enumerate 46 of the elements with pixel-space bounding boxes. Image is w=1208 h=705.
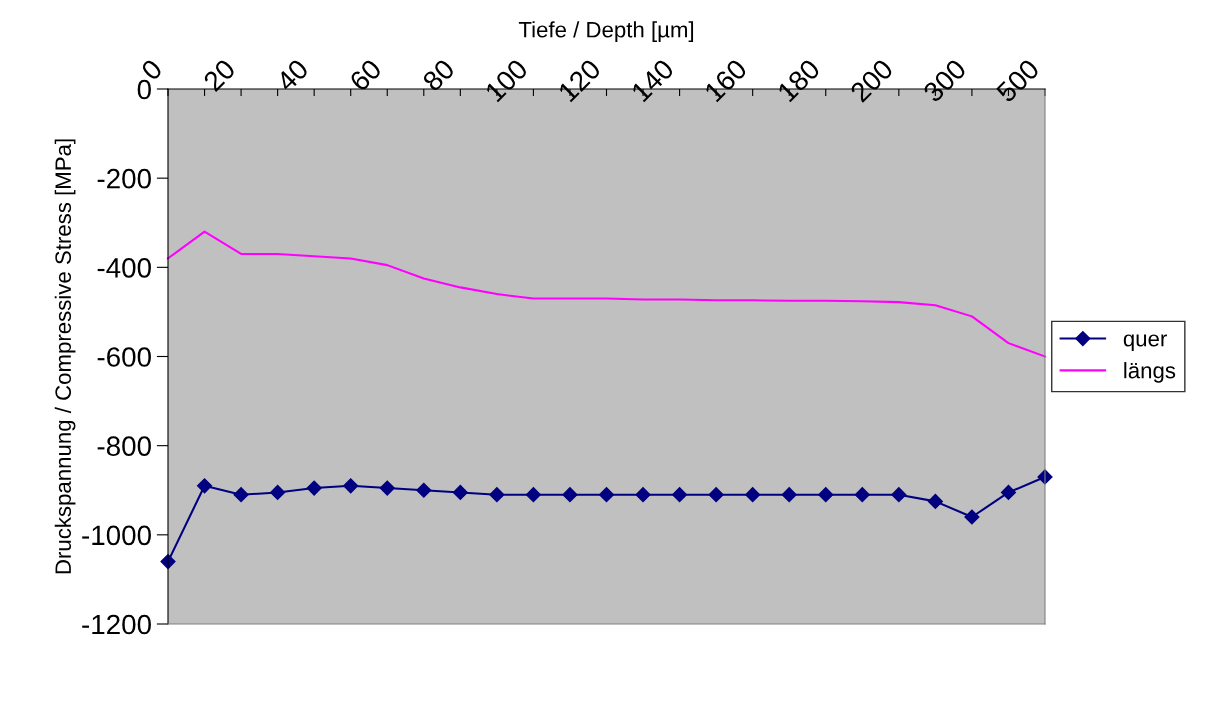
point xyxy=(854,487,870,503)
x-tick-label: 200 xyxy=(849,58,895,104)
point xyxy=(379,480,395,496)
x-tick-label: 80 xyxy=(421,58,456,93)
x-tick-label: 100 xyxy=(484,58,529,103)
x-tick-label: 180 xyxy=(776,58,822,103)
point xyxy=(233,487,249,503)
point xyxy=(745,487,761,503)
legend-label: quer xyxy=(1123,334,1167,351)
y-axis-title: Druckspannung / Compressive Stress [MPa] xyxy=(54,139,76,574)
point xyxy=(489,487,505,503)
x-tick-label: 60 xyxy=(348,58,383,93)
point xyxy=(708,487,724,503)
y-tick-label: -800 xyxy=(97,436,151,457)
point xyxy=(416,482,432,498)
point xyxy=(927,493,943,509)
legend-label: längs xyxy=(1124,362,1176,383)
y-tick-label: -1000 xyxy=(82,525,151,546)
x-tick-label: 20 xyxy=(202,58,237,93)
x-tick-label: 140 xyxy=(630,58,675,103)
point xyxy=(598,487,615,503)
point xyxy=(270,484,286,501)
y-tick-label: -400 xyxy=(97,258,151,278)
x-axis-title: Tiefe / Depth [µm] xyxy=(518,21,694,42)
y-tick-label: -200 xyxy=(97,168,151,189)
x-tick-label: 160 xyxy=(703,58,749,103)
x-tick-label: 120 xyxy=(557,58,602,103)
line-series xyxy=(166,230,1047,358)
point xyxy=(525,487,541,503)
point xyxy=(306,480,322,496)
point xyxy=(452,484,468,501)
x-tick-label: 300 xyxy=(922,58,968,104)
y-tick-label: -600 xyxy=(97,347,151,367)
point xyxy=(562,487,578,503)
point xyxy=(964,509,980,525)
x-tick-label: 40 xyxy=(274,58,310,93)
point xyxy=(343,478,359,494)
point xyxy=(818,487,834,503)
point xyxy=(672,487,688,503)
point xyxy=(196,478,213,494)
point xyxy=(635,487,651,503)
point xyxy=(891,487,907,503)
point xyxy=(781,487,797,503)
point xyxy=(1000,484,1017,501)
y-tick-label: -1200 xyxy=(82,614,151,635)
x-tick-label: 500 xyxy=(995,58,1041,104)
